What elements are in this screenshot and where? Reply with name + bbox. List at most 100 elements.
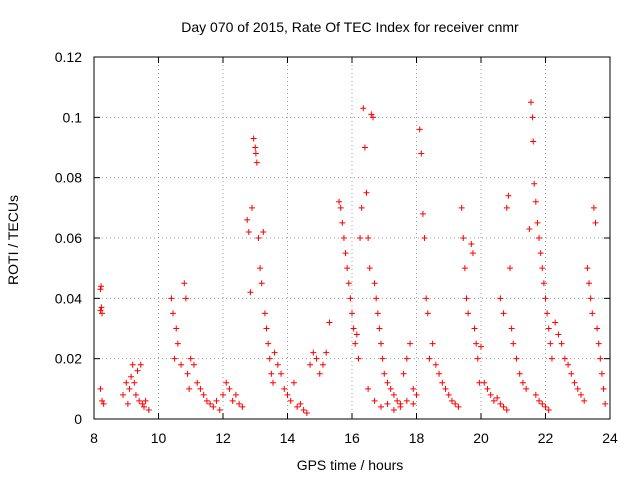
data-point (407, 340, 414, 347)
data-point (536, 235, 543, 241)
data-point (410, 385, 417, 392)
data-point (355, 355, 362, 362)
data-point (99, 397, 106, 404)
data-point (245, 228, 252, 235)
data-point (174, 340, 181, 347)
data-point (513, 355, 520, 362)
data-point (410, 400, 417, 407)
data-point (542, 403, 549, 410)
y-tick-label: 0.04 (55, 290, 82, 306)
data-point (455, 403, 462, 410)
data-point (307, 361, 314, 368)
data-point (458, 204, 465, 211)
data-point (587, 295, 594, 302)
data-point (537, 250, 544, 257)
data-point (530, 138, 537, 145)
data-point (182, 295, 189, 302)
data-point (581, 397, 588, 404)
data-point (271, 349, 278, 356)
data-point (445, 391, 452, 398)
data-point (226, 385, 233, 392)
data-point (269, 379, 276, 386)
data-point (419, 210, 426, 217)
data-point (439, 379, 446, 386)
x-tick-label: 24 (602, 430, 618, 446)
data-point (448, 397, 455, 404)
data-point (376, 325, 383, 332)
data-point (534, 219, 541, 226)
data-point (536, 397, 543, 404)
data-point (265, 340, 272, 347)
data-point (294, 403, 301, 410)
data-point (186, 385, 193, 392)
chart-title: Day 070 of 2015, Rate Of TEC Index for r… (181, 19, 519, 35)
data-point (478, 343, 484, 350)
data-point (210, 403, 217, 410)
data-point (97, 307, 104, 314)
data-point (319, 361, 326, 368)
data-point (471, 325, 478, 332)
data-point (452, 400, 459, 407)
data-point (558, 340, 565, 347)
data-point (494, 394, 501, 401)
data-point (236, 400, 243, 407)
data-point (584, 265, 591, 272)
data-point (378, 403, 385, 410)
data-point (139, 400, 146, 407)
data-point (529, 114, 536, 121)
data-point (592, 219, 599, 226)
y-tick-label: 0.06 (55, 230, 82, 246)
data-point (539, 400, 546, 407)
data-point (137, 361, 144, 368)
data-point (126, 385, 133, 392)
data-point (207, 400, 214, 407)
data-point (519, 379, 526, 386)
data-point (132, 391, 139, 398)
data-point (344, 265, 351, 272)
data-point (426, 355, 433, 362)
data-point (369, 114, 376, 121)
data-point (326, 319, 333, 326)
y-tick-label: 0.08 (55, 170, 82, 186)
data-point (97, 286, 104, 293)
data-point (531, 180, 538, 187)
data-point (379, 355, 386, 362)
data-point (124, 400, 131, 407)
data-point (123, 379, 130, 386)
data-point (313, 355, 320, 362)
data-points (97, 99, 609, 416)
data-point (349, 310, 355, 317)
x-axis: 8 10 12 14 16 18 20 22 24 (90, 57, 618, 446)
data-point (203, 397, 210, 404)
data-point (577, 391, 584, 398)
data-point (424, 310, 431, 317)
data-point (194, 379, 201, 386)
x-tick-label: 8 (90, 430, 98, 446)
data-point (290, 379, 297, 386)
data-point (403, 355, 410, 362)
data-point (184, 370, 191, 377)
data-point (507, 265, 514, 272)
data-point (365, 385, 372, 392)
data-point (418, 150, 425, 157)
data-point (187, 355, 194, 362)
data-point (552, 319, 559, 326)
data-point (266, 355, 273, 362)
data-point (250, 135, 257, 142)
data-point (181, 280, 188, 287)
data-point (497, 400, 504, 407)
data-point (303, 409, 310, 416)
data-point (429, 340, 436, 347)
data-point (598, 370, 605, 377)
data-point (432, 361, 439, 368)
data-point (358, 204, 365, 211)
data-point (98, 304, 105, 311)
data-point (503, 406, 510, 413)
data-point (310, 349, 317, 356)
data-point (508, 325, 515, 332)
data-point (500, 310, 507, 317)
data-point (378, 340, 385, 347)
data-point (216, 406, 223, 413)
data-point (548, 355, 555, 362)
data-point (442, 385, 449, 392)
